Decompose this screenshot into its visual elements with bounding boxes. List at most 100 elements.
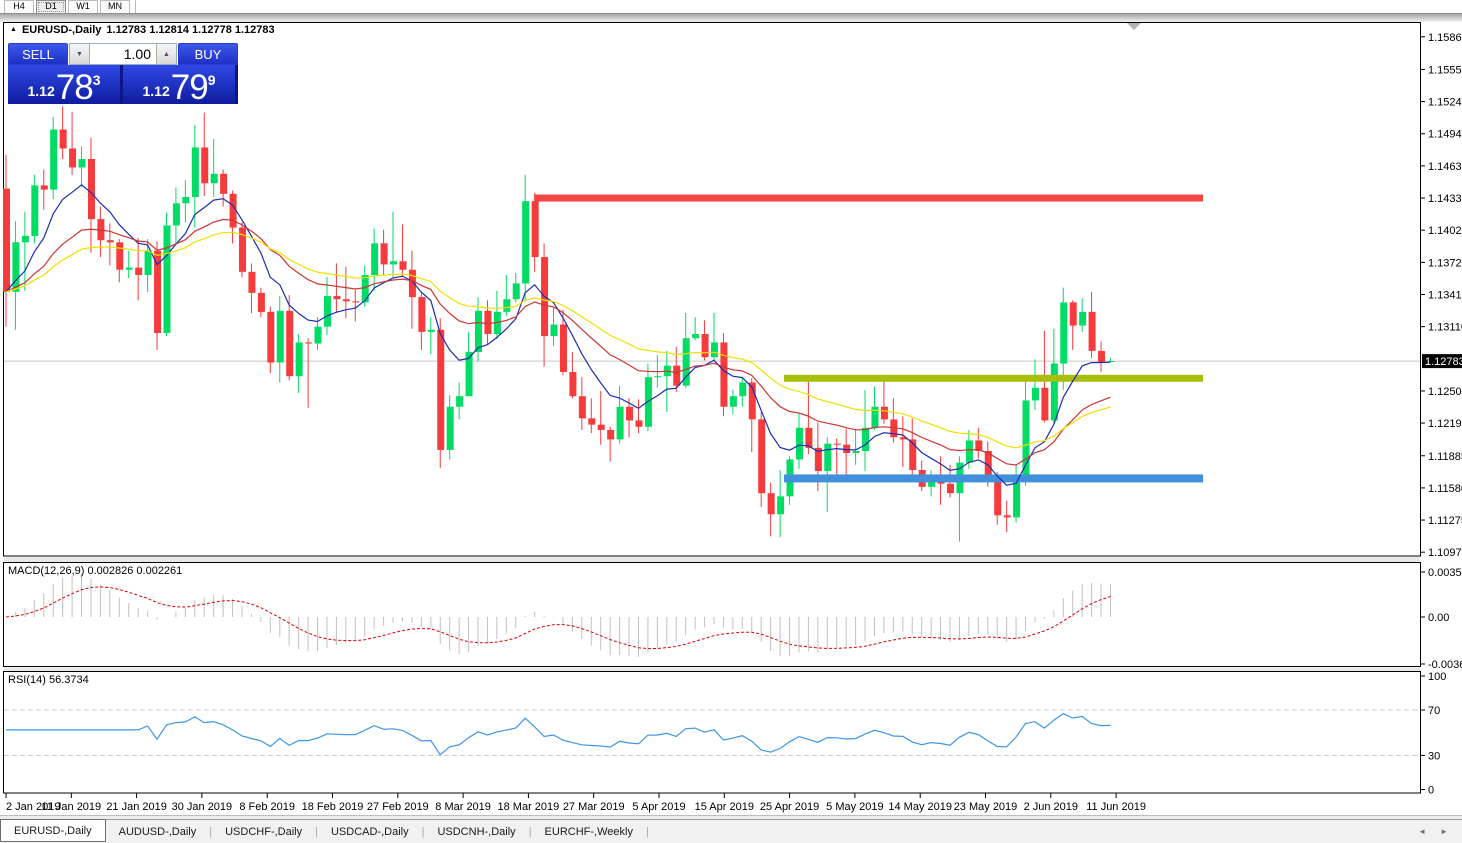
tab-scroll-left-icon[interactable]: ◄ — [1418, 827, 1427, 836]
rsi-axis-label: 30 — [1428, 750, 1440, 762]
price-axis-label: 1.14635 — [1428, 161, 1462, 173]
tab-scroll-right-icon[interactable]: ► — [1440, 827, 1448, 836]
rsi-axis-label: 100 — [1428, 671, 1446, 683]
price-axis-label: 1.14330 — [1428, 193, 1462, 205]
tabbar-bevel — [0, 815, 1462, 820]
spin-up-icon: ▲ — [163, 50, 170, 58]
date-axis-label: 25 Apr 2019 — [760, 801, 819, 813]
ohlc-values: 1.12783 1.12814 1.12778 1.12783 — [106, 24, 275, 36]
horizontal-lines[interactable] — [535, 194, 1203, 483]
current-price-tag — [1422, 354, 1462, 369]
symbol-period-label: EURUSD-,Daily — [21, 24, 102, 36]
moving-averages — [5, 184, 1111, 486]
timeframe-button-w1[interactable]: W1 — [68, 0, 98, 14]
macd-axis-label: 0.00 — [1428, 612, 1449, 624]
price-axis-label: 1.15245 — [1428, 97, 1462, 109]
date-axis-label: 15 Apr 2019 — [695, 801, 754, 813]
macd-pane[interactable] — [3, 562, 1421, 667]
date-axis-label: 2 Jun 2019 — [1024, 801, 1078, 813]
date-axis-label: 27 Feb 2019 — [367, 801, 429, 813]
hline-support-blue[interactable] — [784, 474, 1203, 483]
price-axis-label: 1.14025 — [1428, 225, 1462, 237]
macd-signal-line — [5, 586, 1111, 650]
timeframe-button-mn[interactable]: MN — [100, 0, 130, 14]
buy-button[interactable]: BUY — [178, 43, 238, 65]
price-axis-label: 1.11885 — [1428, 451, 1462, 463]
price-axis-label: 1.10970 — [1428, 547, 1462, 559]
buy-price-button[interactable]: 1.12 79 9 — [123, 65, 235, 107]
collapse-arrow-icon[interactable]: ▲ — [10, 25, 17, 33]
sell-price-button[interactable]: 1.12 78 3 — [8, 65, 120, 107]
tab-separator: | — [209, 825, 213, 838]
chart-tab-bar: EURUSD-,Daily AUDUSD-,Daily | USDCHF-,Daily… — [0, 819, 1462, 843]
chart-tab-usdcnh-daily[interactable]: USDCNH-,Daily — [437, 825, 516, 838]
price-axis[interactable]: 1.15860 1.15550 1.15245 1.14940 1.14635 1.143… — [1421, 32, 1462, 559]
chart-tab-eurusd-daily[interactable]: EURUSD-,Daily — [0, 819, 106, 842]
date-axis-label: 18 Feb 2019 — [302, 801, 364, 813]
timeframe-button-h4[interactable]: H4 — [4, 0, 34, 14]
macd-axis-label: 0.003518 — [1428, 567, 1462, 579]
chart-tab-audusd-daily[interactable]: AUDUSD-,Daily — [118, 825, 197, 838]
chart-title: ▲ EURUSD-,Daily 1.12783 1.12814 1.12778 1.… — [10, 24, 275, 36]
toolbar-bevel — [0, 13, 1462, 22]
chart-shift-marker-icon[interactable] — [1127, 23, 1141, 30]
tab-separator: | — [528, 825, 532, 838]
sell-price-big: 78 — [55, 68, 94, 107]
price-axis-label: 1.11275 — [1428, 515, 1462, 527]
toolbar-separator — [135, 0, 136, 13]
date-axis-label: 30 Jan 2019 — [172, 801, 233, 813]
date-axis-label: 2 Jan 2019 — [6, 801, 60, 813]
buy-price-big: 79 — [170, 68, 209, 107]
main-price-pane[interactable] — [3, 22, 1421, 557]
price-axis-label: 1.15550 — [1428, 64, 1462, 76]
sell-button[interactable]: SELL — [8, 43, 68, 65]
hline-resistance-olive[interactable] — [784, 374, 1203, 382]
macd-histogram — [14, 573, 1111, 657]
date-axis-label: 11 Jun 2019 — [1086, 801, 1146, 813]
price-axis-label: 1.12500 — [1428, 386, 1462, 398]
date-axis-label: 14 May 2019 — [888, 801, 952, 813]
rsi-axis-label: 0 — [1428, 785, 1434, 797]
date-axis-label: 11 Jan 2019 — [41, 801, 101, 813]
chart-tab-usdcad-daily[interactable]: USDCAD-,Daily — [330, 825, 409, 838]
tab-separator: | — [315, 825, 318, 838]
tab-separator: | — [421, 825, 425, 838]
price-axis-label: 1.13110 — [1428, 322, 1462, 334]
date-axis-label: 8 Mar 2019 — [435, 801, 491, 813]
date-axis-label: 8 Feb 2019 — [239, 801, 295, 813]
rsi-indicator-label: RSI(14) 56.3734 — [8, 674, 89, 686]
sell-price-prefix: 1.12 — [27, 83, 55, 99]
rsi-pane[interactable] — [3, 671, 1421, 794]
price-axis-label: 1.13720 — [1428, 257, 1462, 269]
ma-21 — [5, 218, 1111, 466]
current-price-tag-label: 1.12783 — [1425, 356, 1462, 368]
sell-price-sup: 3 — [92, 72, 101, 88]
date-axis-label: 23 May 2019 — [954, 801, 1018, 813]
timeframe-toolbar: H4 D1 W1 MN — [0, 0, 1462, 14]
date-axis-label: 5 May 2019 — [826, 801, 883, 813]
spin-down-icon: ▼ — [76, 50, 83, 58]
price-axis-label: 1.15860 — [1428, 32, 1462, 44]
volume-input[interactable] — [90, 44, 156, 64]
price-axis-label: 1.11580 — [1428, 483, 1462, 495]
timeframe-button-d1[interactable]: D1 — [36, 0, 66, 14]
pane-splitter[interactable] — [4, 557, 1420, 562]
volume-decrease-button[interactable]: ▼ — [70, 44, 90, 64]
rsi-line — [6, 712, 1111, 756]
rsi-axis-label: 70 — [1428, 705, 1440, 717]
macd-axis-label: -0.00367 — [1428, 659, 1462, 671]
macd-indicator-label: MACD(12,26,9) 0.002826 0.002261 — [8, 565, 183, 577]
pane-splitter[interactable] — [4, 667, 1420, 672]
buy-price-sup: 9 — [207, 72, 216, 88]
price-axis-label: 1.13415 — [1428, 289, 1462, 301]
chart-tab-eurchf-weekly[interactable]: EURCHF-,Weekly — [544, 825, 633, 838]
ma-34 — [5, 231, 1111, 449]
hline-resistance-red[interactable] — [535, 194, 1203, 202]
date-axis-label: 27 Mar 2019 — [563, 801, 625, 813]
volume-increase-button[interactable]: ▲ — [156, 44, 176, 64]
chart-tab-usdchf-daily[interactable]: USDCHF-,Daily — [225, 825, 303, 838]
